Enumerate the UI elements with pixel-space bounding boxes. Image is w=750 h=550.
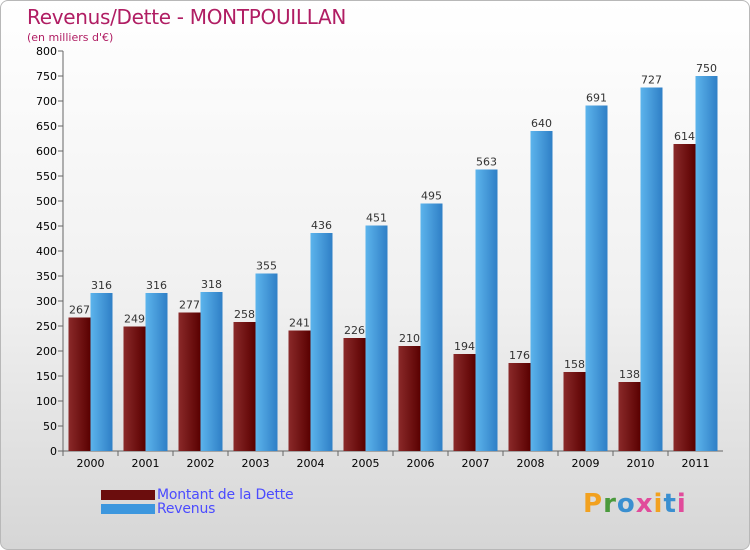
proxiti-logo: Proxiti bbox=[583, 489, 687, 519]
value-label: 691 bbox=[586, 92, 607, 105]
bar-dette bbox=[563, 372, 586, 451]
bar-dette bbox=[178, 312, 201, 451]
y-tick-label: 300 bbox=[36, 295, 57, 308]
x-tick-label: 2007 bbox=[462, 457, 490, 470]
bar-dette bbox=[233, 322, 256, 451]
y-tick-label: 0 bbox=[50, 445, 57, 458]
y-tick-label: 800 bbox=[36, 45, 57, 58]
y-tick-label: 700 bbox=[36, 95, 57, 108]
bar-revenus bbox=[695, 76, 718, 451]
bar-revenus bbox=[585, 105, 608, 451]
bar-revenus bbox=[420, 203, 443, 451]
bar-revenus bbox=[90, 293, 113, 451]
bar-dette bbox=[453, 354, 476, 451]
bar-revenus bbox=[255, 273, 278, 451]
x-tick-label: 2005 bbox=[352, 457, 380, 470]
bar-dette bbox=[618, 382, 641, 451]
value-label: 158 bbox=[564, 358, 585, 371]
x-tick-label: 2004 bbox=[297, 457, 325, 470]
value-labels: 2673162493162773182583552414362264512104… bbox=[69, 62, 717, 381]
x-axis: 2000 2001 2002 2003 2004 2005 2006 2007 2008 2009… bbox=[62, 450, 723, 470]
bars bbox=[68, 76, 718, 451]
bar-dette bbox=[508, 363, 531, 451]
y-tick-label: 150 bbox=[36, 370, 57, 383]
legend-label-revenus: Revenus bbox=[157, 501, 216, 517]
bar-dette bbox=[673, 144, 696, 451]
value-label: 226 bbox=[344, 324, 365, 337]
value-label: 316 bbox=[91, 279, 112, 292]
value-label: 316 bbox=[146, 279, 167, 292]
bar-revenus bbox=[145, 293, 168, 451]
y-tick-label: 750 bbox=[36, 70, 57, 83]
x-tick-label: 2009 bbox=[572, 457, 600, 470]
value-label: 727 bbox=[641, 74, 662, 87]
legend-label-dette: Montant de la Dette bbox=[157, 487, 294, 503]
value-label: 355 bbox=[256, 260, 277, 273]
x-tick-label: 2001 bbox=[132, 457, 160, 470]
y-tick-label: 200 bbox=[36, 345, 57, 358]
y-axis: 0 50 100 150 200 250 300 350 400 450 500 550 600 650 7… bbox=[36, 45, 64, 458]
bar-revenus bbox=[475, 169, 498, 451]
chart-subtitle: (en milliers d'€) bbox=[27, 31, 114, 44]
y-tick-label: 650 bbox=[36, 120, 57, 133]
value-label: 267 bbox=[69, 304, 90, 317]
bar-revenus bbox=[365, 225, 388, 451]
bar-dette bbox=[343, 338, 366, 451]
bar-revenus bbox=[640, 87, 663, 451]
value-label: 614 bbox=[674, 130, 695, 143]
value-label: 249 bbox=[124, 313, 145, 326]
value-label: 436 bbox=[311, 219, 332, 232]
y-tick-label: 100 bbox=[36, 395, 57, 408]
x-tick-label: 2003 bbox=[242, 457, 270, 470]
legend-swatch-revenus bbox=[101, 504, 155, 514]
value-label: 640 bbox=[531, 117, 552, 130]
value-label: 318 bbox=[201, 278, 222, 291]
y-tick-label: 350 bbox=[36, 270, 57, 283]
value-label: 750 bbox=[696, 62, 717, 75]
bar-revenus bbox=[200, 292, 223, 451]
value-label: 563 bbox=[476, 156, 497, 169]
bar-revenus bbox=[530, 131, 553, 451]
x-tick-label: 2000 bbox=[77, 457, 105, 470]
bar-dette bbox=[398, 346, 421, 451]
bar-dette bbox=[68, 317, 91, 451]
x-tick-label: 2002 bbox=[187, 457, 215, 470]
y-tick-label: 500 bbox=[36, 195, 57, 208]
value-label: 241 bbox=[289, 317, 310, 330]
value-label: 194 bbox=[454, 340, 475, 353]
bar-dette bbox=[288, 330, 311, 451]
x-tick-label: 2010 bbox=[627, 457, 655, 470]
value-label: 277 bbox=[179, 299, 200, 312]
value-label: 138 bbox=[619, 368, 640, 381]
y-tick-label: 50 bbox=[43, 420, 57, 433]
y-tick-label: 550 bbox=[36, 170, 57, 183]
y-tick-label: 600 bbox=[36, 145, 57, 158]
bar-dette bbox=[123, 326, 146, 451]
value-label: 210 bbox=[399, 332, 420, 345]
x-tick-label: 2011 bbox=[682, 457, 710, 470]
y-tick-label: 250 bbox=[36, 320, 57, 333]
bar-revenus bbox=[310, 233, 333, 451]
legend-swatch-dette bbox=[101, 490, 155, 500]
x-tick-label: 2008 bbox=[517, 457, 545, 470]
chart-title: Revenus/Dette - MONTPOUILLAN bbox=[27, 5, 347, 29]
value-label: 451 bbox=[366, 212, 387, 225]
y-tick-label: 450 bbox=[36, 220, 57, 233]
value-label: 176 bbox=[509, 349, 530, 362]
value-label: 495 bbox=[421, 190, 442, 203]
y-tick-label: 400 bbox=[36, 245, 57, 258]
value-label: 258 bbox=[234, 308, 255, 321]
x-tick-label: 2006 bbox=[407, 457, 435, 470]
